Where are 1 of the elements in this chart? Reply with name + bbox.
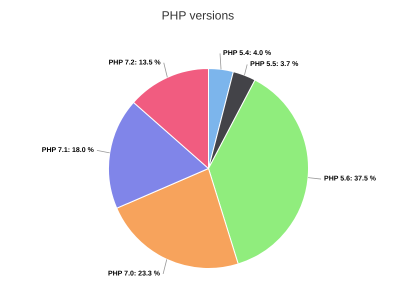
chart-title: PHP versions <box>162 8 234 22</box>
